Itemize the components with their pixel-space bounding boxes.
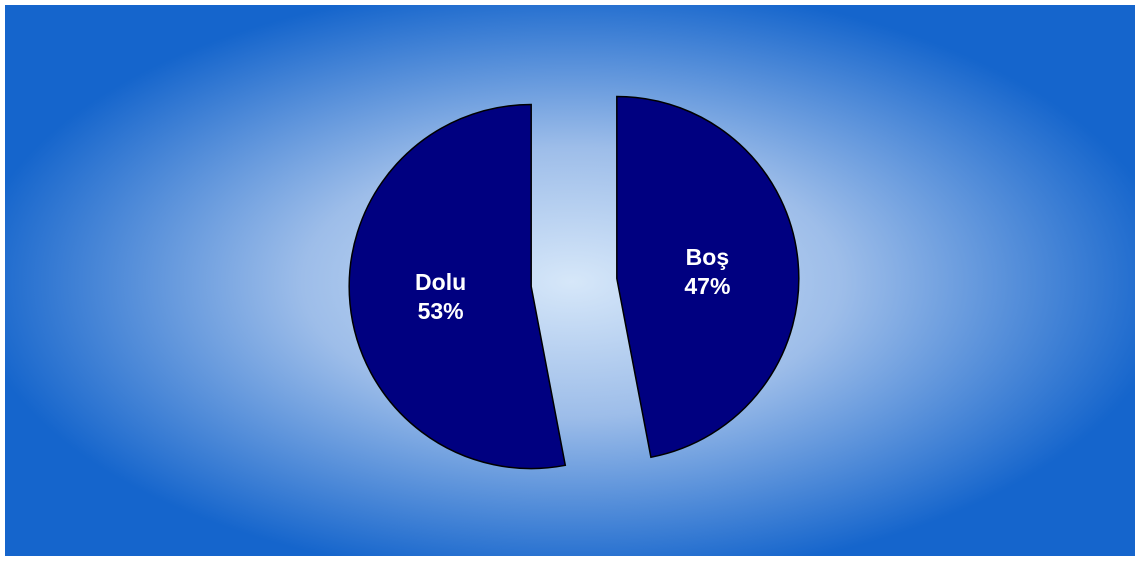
pie-slice — [616, 95, 800, 459]
pie-slice — [348, 103, 567, 470]
slice-category-label: Dolu — [415, 269, 466, 295]
slice-value-label: 53% — [418, 298, 464, 324]
pie: Boş 47% Dolu 53% — [348, 95, 800, 470]
chart-background — [5, 5, 1135, 556]
slice-category-label: Boş — [686, 244, 729, 270]
slice-value-label: 47% — [684, 273, 730, 299]
